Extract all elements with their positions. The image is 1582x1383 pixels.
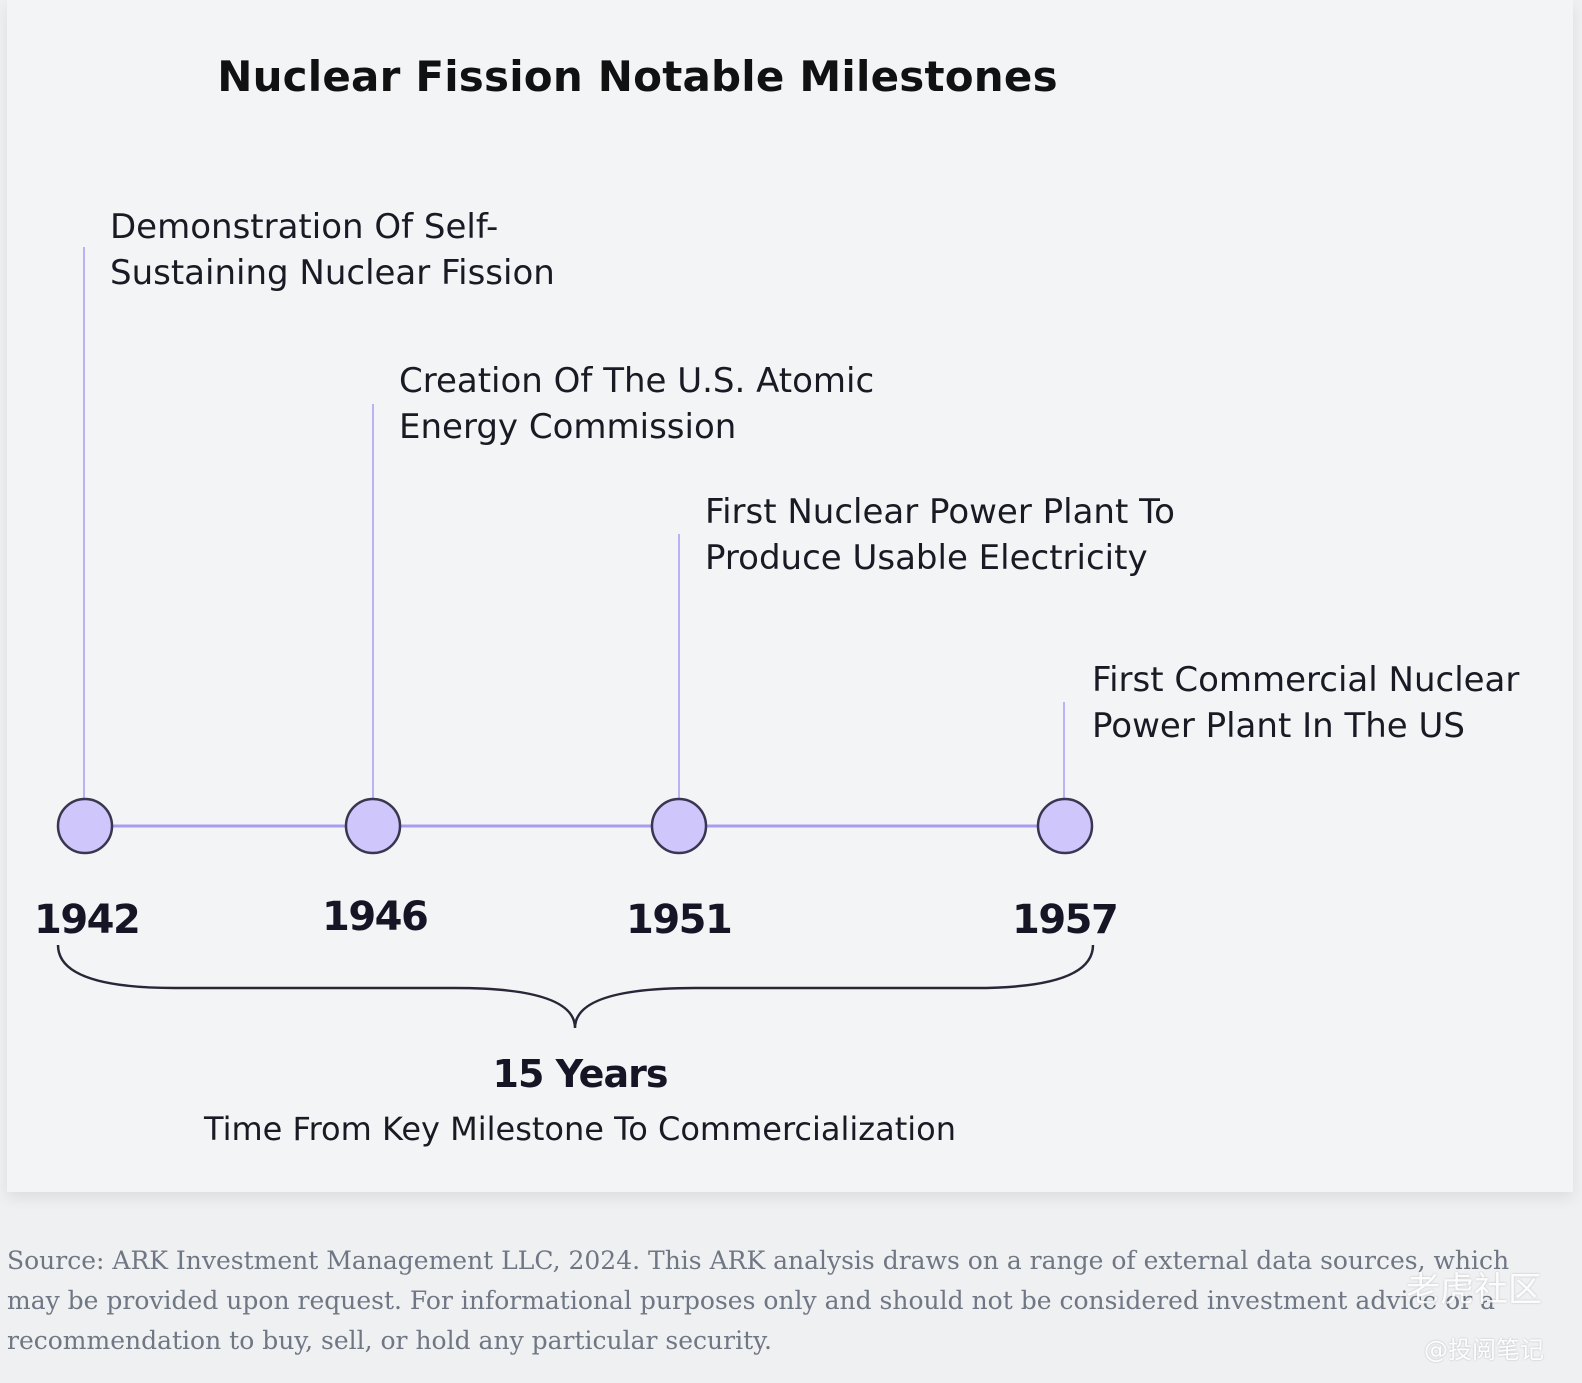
span-description: Time From Key Milestone To Commercializa… xyxy=(204,1110,956,1148)
milestone-label-1957: First Commercial Nuclear Power Plant In … xyxy=(1092,660,1520,746)
year-label-1946: 1946 xyxy=(322,894,429,940)
year-label-1942: 1942 xyxy=(34,897,141,943)
milestone-stem-1946 xyxy=(372,404,374,803)
milestone-node-1951 xyxy=(650,797,708,855)
span-value: 15 Years xyxy=(492,1052,669,1096)
chart-title: Nuclear Fission Notable Milestones xyxy=(217,52,1058,101)
watermark-handle: @投阅笔记 xyxy=(1424,1336,1544,1364)
milestone-label-1951: First Nuclear Power Plant To Produce Usa… xyxy=(705,492,1175,578)
timeline-graphic xyxy=(56,797,1095,1029)
source-note: Source: ARK Investment Management LLC, 2… xyxy=(7,1246,1510,1355)
milestone-label-1946: Creation Of The U.S. Atomic Energy Commi… xyxy=(399,361,875,447)
milestone-stem-1942 xyxy=(83,247,85,803)
milestone-node-1957 xyxy=(1036,797,1094,855)
milestone-node-1942 xyxy=(56,797,114,855)
watermark-logo: 老虎社区 xyxy=(1406,1270,1542,1310)
year-label-1957: 1957 xyxy=(1012,897,1119,943)
milestone-stem-1951 xyxy=(678,534,680,803)
year-label-1951: 1951 xyxy=(626,897,733,943)
milestone-label-1942: Demonstration Of Self- Sustaining Nuclea… xyxy=(110,207,555,293)
chart-card xyxy=(7,0,1573,1192)
span-brace xyxy=(56,944,1095,1029)
milestone-node-1946 xyxy=(344,797,402,855)
milestone-stem-1957 xyxy=(1063,702,1065,803)
